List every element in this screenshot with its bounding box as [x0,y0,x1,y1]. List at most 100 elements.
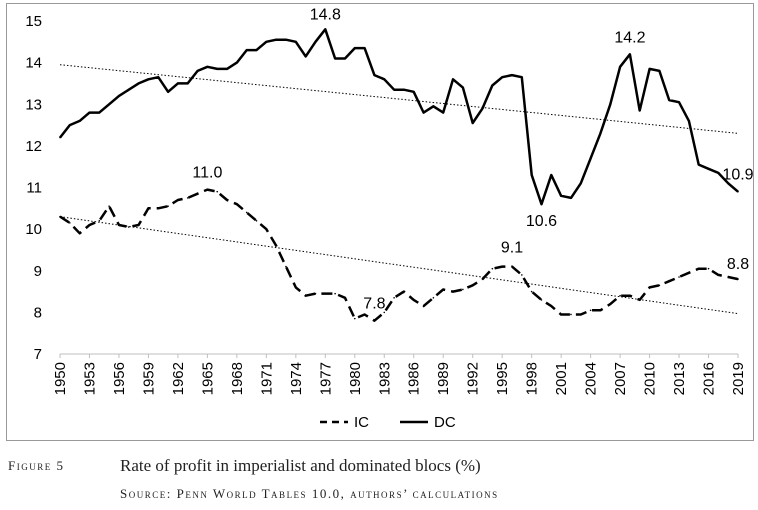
data-point-ic [658,284,661,287]
data-point-dc [737,190,739,193]
data-point-dc [245,49,248,51]
data-point-dc [550,174,553,176]
y-tick-label: 14 [25,55,42,72]
data-point-ic [471,284,474,287]
data-point-dc [118,95,120,97]
data-point-dc [452,78,454,81]
x-tick-label: 1977 [317,362,334,395]
data-point-ic [137,224,140,226]
data-point-ic [540,299,543,301]
x-tick-label: 1962 [170,362,187,395]
data-point-ic [255,220,258,222]
data-point-dc [560,195,562,197]
y-tick-label: 8 [34,304,42,321]
data-point-dc [432,105,435,108]
data-point-dc [314,41,317,43]
data-point-dc [275,38,277,41]
data-point-ic [373,319,376,322]
data-point-dc [157,76,160,78]
data-point-dc [599,132,602,135]
data-point-ic [295,286,297,289]
data-point-dc [570,197,572,199]
chart-frame [6,3,754,441]
data-point-ic [452,290,454,293]
data-point-dc [688,120,690,122]
data-point-ic [118,224,120,226]
data-point-dc [678,101,680,103]
data-point-dc [167,90,169,93]
figure-title: Rate of profit in imperialist and domina… [120,456,481,475]
data-point-dc [442,111,445,114]
data-label: 11.0 [192,165,222,182]
data-label: 10.6 [526,213,557,230]
data-point-ic [275,244,277,247]
data-point-ic [344,297,346,299]
data-point-dc [471,122,474,124]
data-point-dc [127,88,130,91]
data-point-ic [727,276,729,278]
y-tick-label: 11 [26,180,42,197]
data-point-dc [530,174,533,176]
x-tick-label: 1956 [111,362,128,395]
data-point-ic [481,278,484,280]
data-point-ic [88,224,91,226]
series-line-ic [59,188,739,322]
y-tick-label: 10 [25,221,42,238]
data-point-dc [511,74,513,76]
data-point-dc [344,57,346,60]
data-point-ic [511,265,513,268]
data-point-dc [629,53,631,56]
data-point-ic [462,288,464,291]
data-point-dc [648,68,651,70]
data-point-ic [570,313,572,316]
data-point-dc [707,167,710,170]
x-tick-label: 1998 [524,362,541,395]
y-tick-label: 15 [25,13,42,30]
data-point-ic [353,317,356,320]
data-point-dc [304,55,307,58]
y-tick-label: 7 [34,346,42,363]
data-point-ic [157,207,160,210]
data-point-ic [560,313,562,316]
data-point-ic [98,220,101,222]
data-point-dc [186,82,189,85]
data-point-dc [422,111,425,114]
data-point-ic [638,299,641,301]
data-point-ic [334,292,336,295]
x-tick-label: 1989 [435,362,452,395]
data-point-dc [216,68,219,70]
data-point-ic [265,228,268,230]
x-tick-label: 1995 [494,362,511,395]
data-point-dc [638,109,641,112]
data-point-ic [324,292,327,295]
data-point-ic [648,286,651,289]
data-point-ic [697,267,700,270]
data-point-ic [393,297,395,299]
data-point-ic [363,313,366,316]
data-point-dc [668,99,671,101]
data-point-ic [678,276,680,278]
data-point-ic [304,294,307,297]
data-point-ic [442,288,445,291]
data-point-ic [491,267,494,270]
data-point-ic [127,226,130,228]
data-point-ic [403,290,405,293]
x-tick-label: 1965 [199,362,216,395]
data-point-ic [226,199,228,201]
data-point-dc [295,41,297,43]
y-tick-label: 9 [34,263,42,280]
data-point-dc [540,203,543,205]
data-point-ic [688,272,690,274]
data-point-ic [579,313,582,316]
data-point-dc [147,78,150,81]
data-point-ic [737,278,739,280]
data-point-ic [432,297,435,299]
x-tick-label: 2010 [642,362,659,395]
x-tick-label: 1980 [347,362,364,395]
series-line-dc [59,28,739,206]
x-tick-label: 1953 [81,362,98,395]
data-point-dc [255,49,258,51]
data-point-ic [236,203,238,205]
data-point-dc [59,136,61,139]
data-point-ic [285,265,287,268]
